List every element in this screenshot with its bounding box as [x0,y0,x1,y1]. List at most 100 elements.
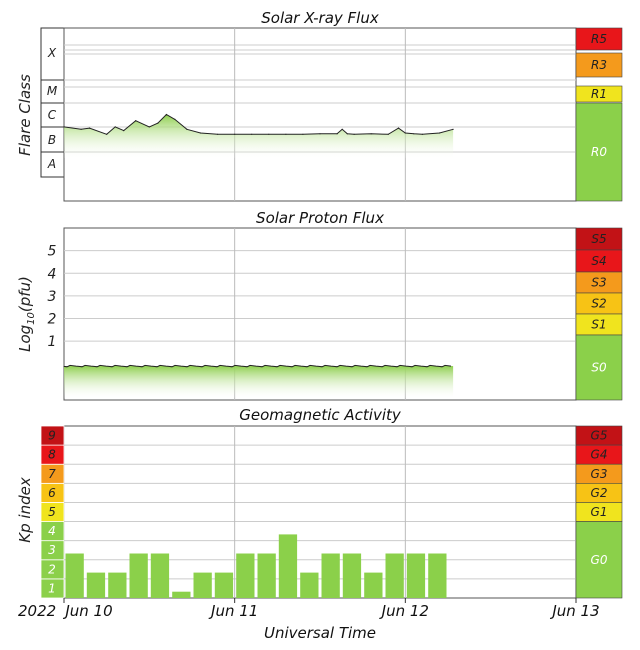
proton-series [63,364,454,398]
storm-scale-label-g5: G5 [591,429,608,443]
proton-ylabel: Log10(pfu) [16,276,37,352]
xray-point [421,133,423,135]
x-tick-label-2: Jun 12 [379,602,429,620]
storm-scale-label-g0: G0 [591,553,608,567]
proton-ytick-1: 1 [48,334,57,350]
kp-ylabel: Kp index [16,477,34,543]
radio-scale-label-r5: R5 [591,32,607,46]
xray-point [302,133,304,135]
kp-grid [64,426,576,598]
kp-bar [108,572,127,598]
radio-scale-box-1 [575,52,623,78]
xray-point [285,133,287,135]
xray-point [452,128,454,130]
xray-point [217,133,219,135]
xray-point [174,118,176,120]
proton-ytick-3: 3 [48,289,57,305]
xray-point [114,126,116,128]
solar-radiation-scale: S5 S4 S3 S2 S1 S0 [575,227,623,401]
kp-level-label-9: 9 [48,429,56,443]
radiation-scale-label-s0: S0 [591,361,607,375]
xray-title: Solar X-ray Flux [261,9,379,27]
x-tick-label-0: Jun 10 [62,602,112,620]
kp-bar [236,553,255,598]
xray-flux-line [63,113,454,135]
proton-ytick-2: 2 [48,312,57,328]
xray-plot-area [63,27,577,202]
radiation-scale-box-5 [575,334,623,401]
proton-ytick-5: 5 [48,244,57,260]
kp-level-box-9 [40,425,65,446]
flare-class-a: A [47,157,56,171]
xray-point [234,133,236,135]
kp-bar [193,572,212,598]
flare-class-b: B [48,133,56,147]
xray-point [387,133,389,135]
storm-scale-label-g4: G4 [591,448,608,462]
kp-level-label-7: 7 [48,467,56,481]
radiation-scale-label-s2: S2 [591,297,606,311]
kp-level-label-4: 4 [48,524,56,538]
xray-point [438,132,441,134]
xray-point [397,127,400,129]
xray-flux-area [64,114,454,158]
radio-scale-label-r0: R0 [591,145,607,159]
radiation-scale-label-s3: S3 [591,276,606,290]
kp-bar [278,534,298,598]
xray-point [157,122,159,124]
proton-yticks: 1 2 3 4 5 [48,244,57,351]
x-axis-label: Universal Time [264,624,376,642]
kp-level-label-1: 1 [48,581,56,595]
xray-point [251,133,253,135]
kp-level-label-3: 3 [48,543,56,557]
xray-point [135,120,137,122]
kp-bar [364,572,383,598]
proton-title: Solar Proton Flux [256,209,384,227]
xray-point [123,130,125,132]
flare-class-x: X [47,46,57,60]
xray-point [404,132,406,134]
kp-bar [129,553,148,598]
proton-flux-line [63,364,452,368]
kp-level-label-8: 8 [48,448,56,462]
xray-point [370,133,372,135]
flare-class-c: C [48,108,57,122]
xray-point [341,128,343,130]
flare-class-m: M [47,84,58,98]
storm-scale-label-g2: G2 [591,486,608,500]
kp-bar [406,553,426,598]
radio-scale-box-0 [575,27,623,51]
kp-bar [86,572,106,598]
storm-scale-box-5 [575,521,623,599]
xray-point [106,133,108,135]
kp-bar [65,553,84,598]
xray-point [336,133,338,135]
xray-point [413,133,415,135]
radiation-scale-label-s4: S4 [591,254,606,268]
xray-series [63,113,454,158]
storm-scale-label-g3: G3 [591,467,608,481]
kp-bar [257,553,276,598]
proton-ytick-4: 4 [48,266,57,282]
x-axis-year: 2022 [18,602,56,620]
xray-point [199,132,202,134]
xray-point [89,127,91,129]
kp-bar [321,553,340,598]
radio-scale-label-r1: R1 [591,87,607,101]
xray-point [148,126,150,128]
proton-flux-area [64,366,454,398]
radio-scale-box-2 [575,85,623,103]
xray-point [346,133,348,135]
kp-bar [300,572,319,598]
xray-point [165,113,167,116]
xray-point [186,128,188,130]
kp-level-label-2: 2 [48,562,56,576]
kp-bars [65,534,447,598]
kp-level-label-6: 6 [48,486,56,500]
kp-level-column: 1 2 3 4 5 6 7 8 9 [40,425,65,599]
xray-point [319,133,321,135]
xray-point [353,133,355,135]
radio-blackout-scale: R5 R3 R1 R0 [575,27,623,202]
geomagnetic-storm-scale: G5 G4 G3 G2 G1 G0 [575,425,623,599]
